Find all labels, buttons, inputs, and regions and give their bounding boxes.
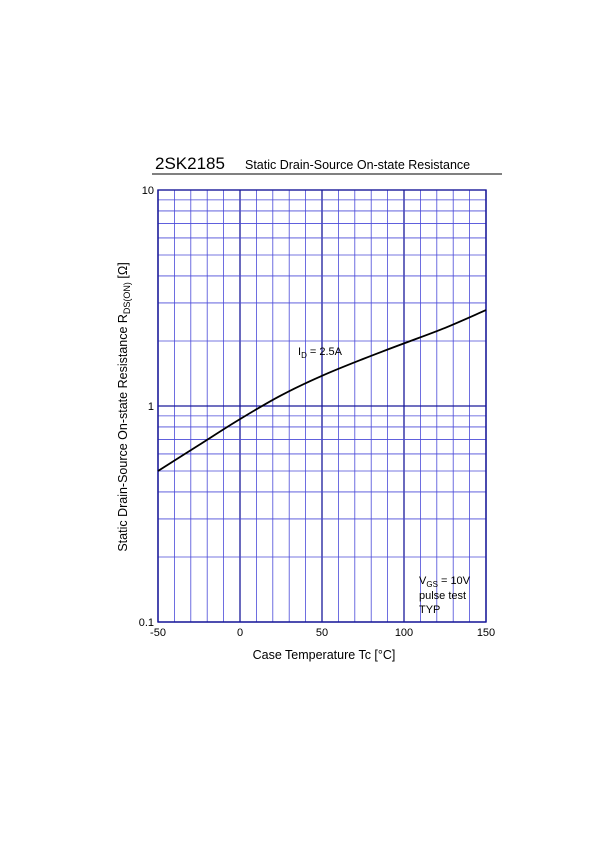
curve-label: ID = 2.5A — [298, 346, 343, 360]
grid — [157, 190, 487, 623]
y-axis-label: Static Drain-Source On-state Resistance … — [116, 262, 132, 551]
x-tick-label: -50 — [150, 627, 166, 639]
x-tick-label: 150 — [477, 627, 495, 639]
y-tick-labels: 0.1 1 10 — [139, 185, 154, 629]
y-tick-label: 10 — [142, 185, 154, 197]
series-line-id-2-5a — [157, 309, 487, 472]
condition-typ: TYP — [419, 604, 440, 616]
condition-vgs: VGS = 10V — [419, 575, 471, 589]
x-tick-label: 0 — [237, 627, 243, 639]
y-axis-label-unit: [Ω] — [116, 262, 130, 282]
chart-subtitle: Static Drain-Source On-state Resistance — [245, 158, 470, 172]
plot-frame — [157, 189, 487, 623]
condition-pulse-test: pulse test — [419, 590, 466, 602]
x-tick-label: 50 — [316, 627, 328, 639]
x-tick-label: 100 — [395, 627, 413, 639]
y-axis-label-sub: DS(ON) — [122, 282, 132, 314]
x-axis-label: Case Temperature Tc [°C] — [253, 648, 396, 662]
y-tick-label: 0.1 — [139, 617, 154, 629]
chart-title: 2SK2185 — [155, 154, 225, 173]
x-tick-labels: -50 0 50 100 150 — [150, 627, 495, 639]
y-tick-label: 1 — [148, 401, 154, 413]
